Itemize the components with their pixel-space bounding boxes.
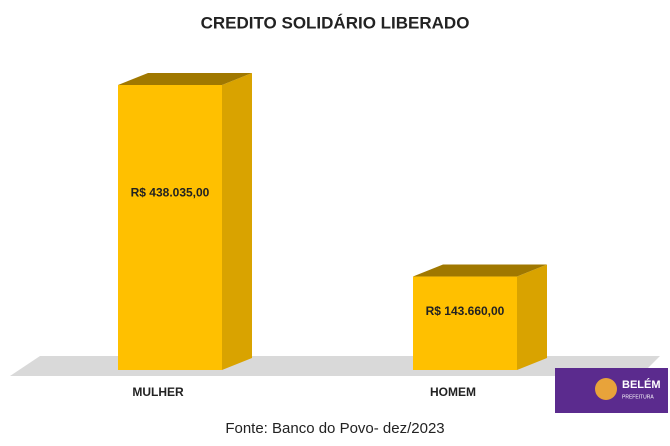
bar-side <box>517 264 547 370</box>
bar <box>118 85 222 370</box>
bar-side <box>222 73 252 370</box>
value-label: R$ 438.035,00 <box>131 185 210 199</box>
logo-subtitle: PREFEITURA <box>622 394 654 400</box>
x-tick-label: HOMEM <box>430 385 476 399</box>
bar-top <box>413 264 547 277</box>
source: Fonte: Banco do Povo- dez/2023 <box>225 420 444 437</box>
bar <box>413 276 517 370</box>
logo-name: BELÉM <box>622 378 661 391</box>
value-label: R$ 143.660,00 <box>426 304 505 318</box>
bar-top <box>118 73 252 85</box>
logo-icon <box>595 378 617 400</box>
chart-title: CREDITO SOLIDÁRIO LIBERADO <box>201 13 470 32</box>
x-tick-label: MULHER <box>132 385 184 399</box>
